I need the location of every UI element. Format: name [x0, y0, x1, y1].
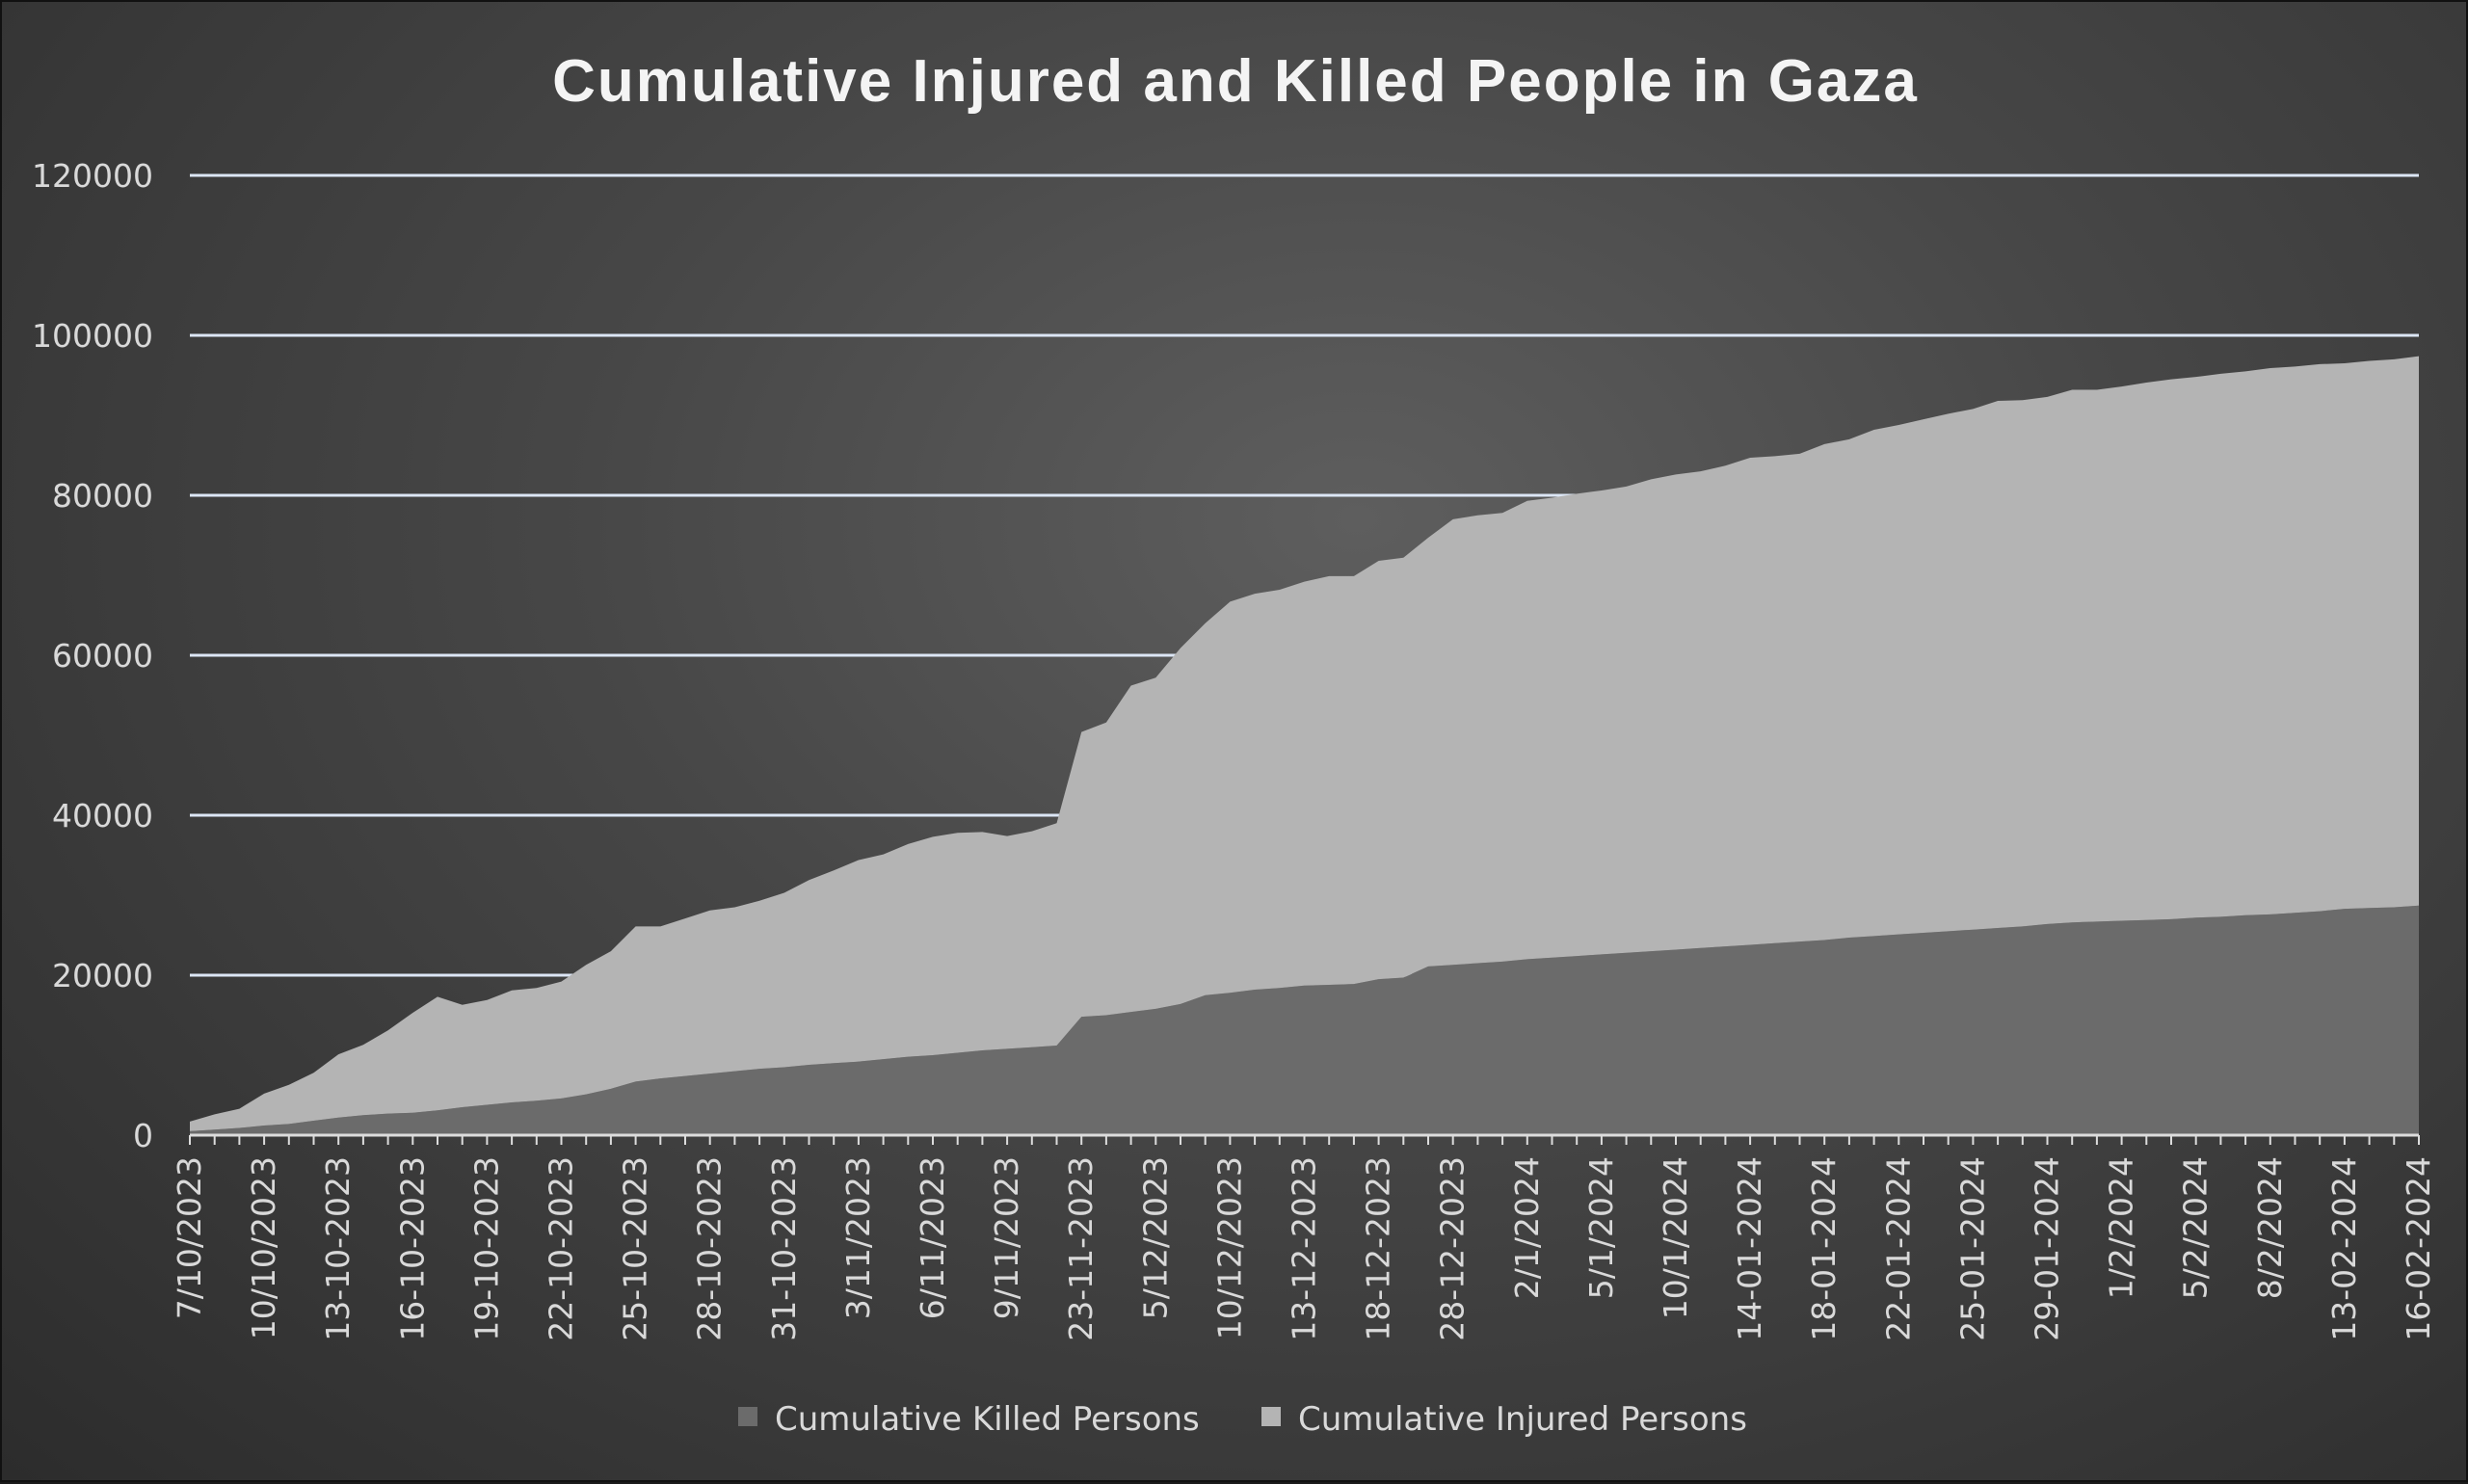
- legend-label-injured: Cumulative Injured Persons: [1298, 1400, 1747, 1439]
- y-tick-label: 100000: [32, 317, 153, 355]
- x-tick-label: 10/12/2023: [1210, 1156, 1248, 1339]
- x-axis-ticks: 7/10/2023 10/10/2023 13-10-2023 16-10-2023 1…: [171, 1156, 2437, 1341]
- x-tick-label: 22-01-2024: [1879, 1156, 1917, 1341]
- y-tick-label: 60000: [52, 637, 153, 675]
- x-tick-label: 25-10-2023: [617, 1156, 654, 1341]
- area-series: [190, 356, 2419, 1135]
- x-tick-label: 6/11/2023: [914, 1156, 951, 1319]
- y-tick-label: 80000: [52, 477, 153, 515]
- x-tick-label: 31-10-2023: [765, 1156, 803, 1341]
- x-tick-label: 5/2/2024: [2177, 1156, 2215, 1299]
- legend: Cumulative Killed Persons Cumulative Inj…: [738, 1400, 1747, 1439]
- y-tick-label: 20000: [52, 957, 153, 994]
- x-tick-label: 7/10/2023: [171, 1156, 208, 1319]
- x-tick-label: 28-10-2023: [691, 1156, 729, 1341]
- area-series-killed: [190, 905, 2419, 1135]
- x-tick-label: 22-10-2023: [543, 1156, 580, 1341]
- x-tick-label: 16-10-2023: [393, 1156, 431, 1341]
- area-series-injured: [190, 356, 2419, 1131]
- legend-label-killed: Cumulative Killed Persons: [775, 1400, 1200, 1439]
- x-tick-label: 13-02-2024: [2325, 1156, 2363, 1341]
- x-tick-label: 25-01-2024: [1953, 1156, 1991, 1341]
- legend-swatch-injured: [1261, 1407, 1281, 1426]
- y-axis-ticks: 0 20000 40000 60000 80000 100000 120000: [32, 157, 153, 1154]
- x-tick-label: 18-12-2023: [1360, 1156, 1397, 1341]
- x-tick-label: 14-01-2024: [1731, 1156, 1768, 1341]
- x-tick-label: 19-10-2023: [467, 1156, 505, 1341]
- x-tick-label: 3/11/2023: [839, 1156, 877, 1319]
- x-tick-label: 29-01-2024: [2029, 1156, 2066, 1341]
- x-tick-label: 10/1/2024: [1657, 1156, 1694, 1319]
- x-tick-label: 8/2/2024: [2251, 1156, 2289, 1299]
- x-tick-label: 18-01-2024: [1805, 1156, 1843, 1341]
- y-tick-label: 40000: [52, 797, 153, 835]
- x-tick-label: 13-12-2023: [1286, 1156, 1323, 1341]
- x-tick-label: 23-11-2023: [1062, 1156, 1100, 1341]
- x-tick-label: 28-12-2023: [1434, 1156, 1472, 1341]
- x-tick-label: 13-10-2023: [319, 1156, 357, 1341]
- x-tick-label: 10/10/2023: [245, 1156, 282, 1339]
- y-tick-label: 120000: [32, 157, 153, 195]
- x-tick-label: 5/12/2023: [1136, 1156, 1174, 1319]
- x-tick-label: 1/2/2024: [2103, 1156, 2140, 1299]
- x-tick-label: 9/11/2023: [988, 1156, 1025, 1319]
- x-tick-label: 2/1/2024: [1508, 1156, 1546, 1299]
- x-tick-label: 5/1/2024: [1582, 1156, 1620, 1299]
- y-tick-label: 0: [133, 1117, 153, 1154]
- x-tick-label: 16-02-2024: [2400, 1156, 2437, 1341]
- x-axis: [189, 1133, 2420, 1145]
- chart-title: Cumulative Injured and Killed People in …: [552, 48, 1919, 115]
- legend-swatch-killed: [738, 1407, 757, 1426]
